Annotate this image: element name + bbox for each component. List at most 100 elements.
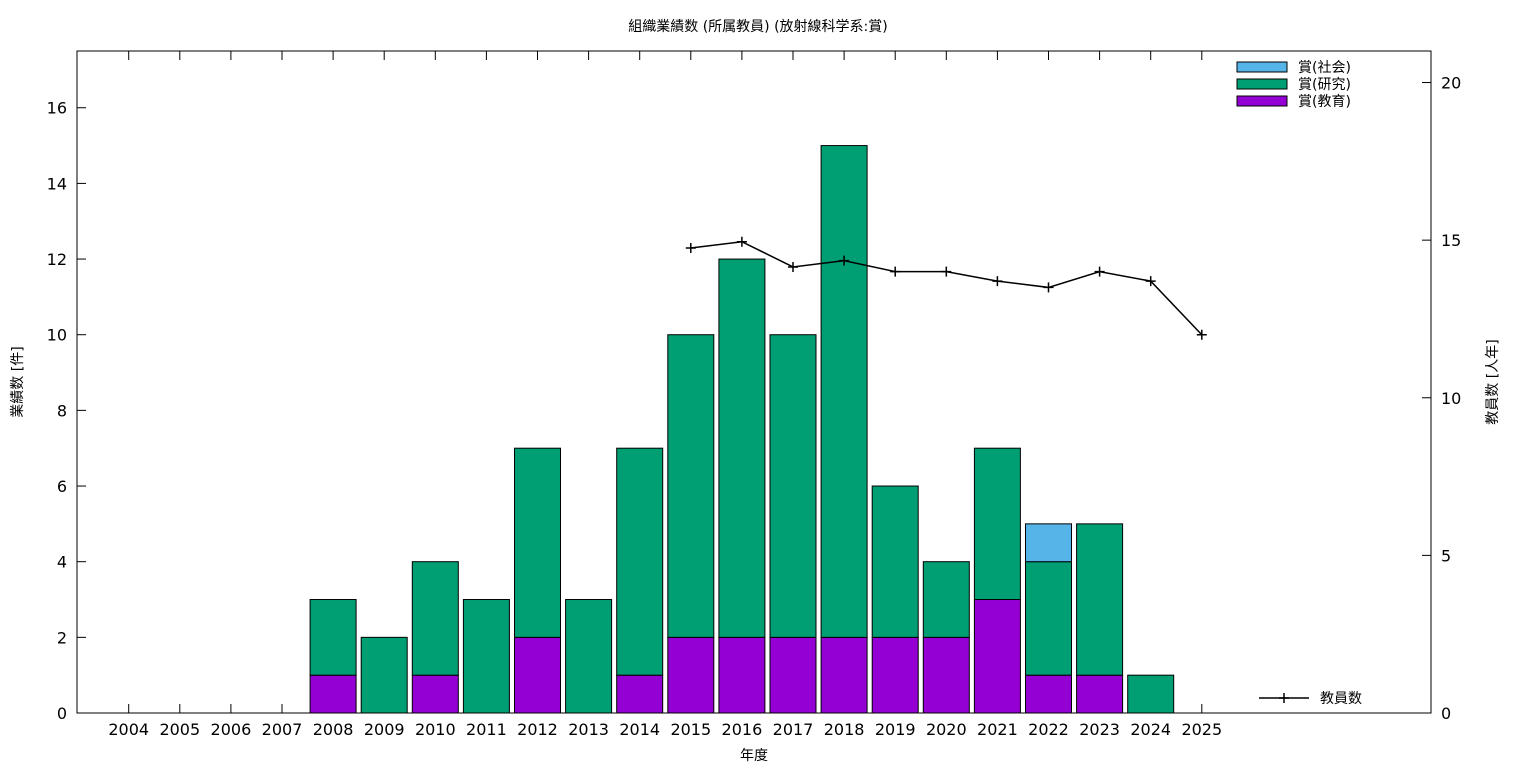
bar-segment [411, 674, 459, 714]
y2-tick-label: 10 [1441, 389, 1461, 408]
legend-label: 賞(社会) [1298, 60, 1351, 76]
x-tick-labels: 2004 2005 2006 2007 2008 2009 2010 2011 2012 2013… [108, 720, 1222, 739]
x-tick-label: 2023 [1079, 720, 1120, 739]
x-tick-label: 2020 [926, 720, 967, 739]
legend-swatch [1236, 95, 1288, 107]
bar-segment [309, 599, 357, 676]
x-tick-label: 2016 [722, 720, 763, 739]
y2-axis-label: 教員数 [人年] [1485, 339, 1501, 424]
line-legend-label: 教員数 [1320, 691, 1362, 707]
bar-segment [309, 674, 357, 714]
line-point [736, 236, 747, 247]
legend-label: 賞(研究) [1298, 77, 1351, 93]
x-tick-label: 2024 [1130, 720, 1171, 739]
line-point [890, 266, 901, 277]
bar-segment [1127, 674, 1175, 714]
y2-tick-labels: 0 5 10 15 20 [1441, 74, 1461, 723]
x-tick-label: 2015 [670, 720, 711, 739]
line-point [685, 243, 696, 254]
bar-segment [871, 636, 919, 714]
bar-segment [1025, 561, 1072, 676]
line-point [1196, 329, 1207, 340]
bar-segment [411, 561, 459, 676]
bar-segment [667, 334, 715, 638]
bar-segment [769, 636, 817, 714]
bar-segment [1076, 674, 1124, 714]
bar-segment [616, 447, 664, 676]
faculty-count-line [685, 236, 1207, 340]
line-point [839, 255, 850, 266]
y-tick-labels: 0 2 4 6 8 10 12 14 16 [47, 99, 67, 723]
x-tick-label: 2004 [108, 720, 149, 739]
line-point [941, 266, 952, 277]
bar-segment [718, 636, 766, 714]
legend-swatch [1236, 61, 1288, 73]
y-axis-label: 業績数 [件] [10, 346, 26, 417]
x-tick-label: 2007 [262, 720, 303, 739]
y-tick-label: 4 [57, 553, 67, 572]
y-tick-label: 14 [47, 174, 67, 193]
bar-segment [360, 636, 408, 714]
y2-tick-label: 0 [1441, 704, 1451, 723]
legend: 賞(社会)賞(研究)賞(教育) [1236, 60, 1351, 110]
bar-segment [514, 447, 561, 638]
bar-segment [565, 599, 613, 714]
x-tick-label: 2025 [1181, 720, 1222, 739]
x-tick-label: 2008 [313, 720, 354, 739]
bar-segment [462, 599, 510, 714]
bar-segment [871, 485, 919, 638]
bar-segment [922, 636, 970, 714]
x-tick-label: 2010 [415, 720, 456, 739]
line-legend: 教員数 [1259, 691, 1362, 707]
bar-segment [973, 599, 1021, 714]
plot-frame [76, 50, 1432, 714]
x-tick-label: 2017 [773, 720, 814, 739]
line-point [1043, 282, 1054, 293]
bar-segment [1025, 674, 1072, 714]
x-tick-label: 2012 [517, 720, 558, 739]
x-tick-label: 2018 [824, 720, 865, 739]
line-point [788, 261, 798, 272]
chart-title: 組織業績数 (所属教員) (放射線科学系:賞) [628, 19, 887, 35]
y2-tick-label: 20 [1441, 74, 1461, 93]
legend-label: 賞(教育) [1298, 94, 1351, 110]
line-legend-marker [1279, 693, 1289, 703]
x-tick-label: 2013 [568, 720, 609, 739]
line-point [992, 276, 1003, 287]
bar-segment [922, 561, 970, 638]
bars [309, 145, 1175, 714]
faculty-line [690, 240, 1203, 336]
legend-swatch [1236, 78, 1288, 90]
bar-segment [514, 636, 561, 714]
y-tick-label: 10 [47, 326, 67, 345]
bar-segment [616, 674, 664, 714]
y-tick-label: 2 [57, 628, 67, 647]
y-tick-label: 0 [57, 704, 67, 723]
y2-tick-label: 5 [1441, 546, 1451, 565]
y-tick-label: 12 [47, 250, 67, 269]
bar-segment [973, 447, 1021, 601]
x-tick-label: 2006 [211, 720, 252, 739]
y-tick-label: 6 [57, 477, 67, 496]
bar-segment [820, 636, 868, 714]
y2-tick-label: 15 [1441, 231, 1461, 250]
x-tick-label: 2021 [977, 720, 1018, 739]
y-tick-label: 8 [57, 401, 67, 420]
x-tick-label: 2011 [466, 720, 507, 739]
bar-segment [769, 334, 817, 638]
bar-segment [718, 258, 766, 638]
bar-segment [1076, 523, 1124, 676]
x-tick-label: 2005 [159, 720, 200, 739]
bar-segment [820, 145, 868, 638]
x-axis-label: 年度 [740, 748, 768, 764]
x-tick-label: 2014 [619, 720, 660, 739]
line-point [1094, 266, 1105, 277]
y-tick-label: 16 [47, 99, 67, 118]
x-tick-label: 2022 [1028, 720, 1069, 739]
x-tick-label: 2019 [875, 720, 916, 739]
bar-segment [667, 636, 715, 714]
bar-segment [1025, 523, 1072, 563]
x-tick-label: 2009 [364, 720, 405, 739]
line-point [1145, 276, 1156, 287]
